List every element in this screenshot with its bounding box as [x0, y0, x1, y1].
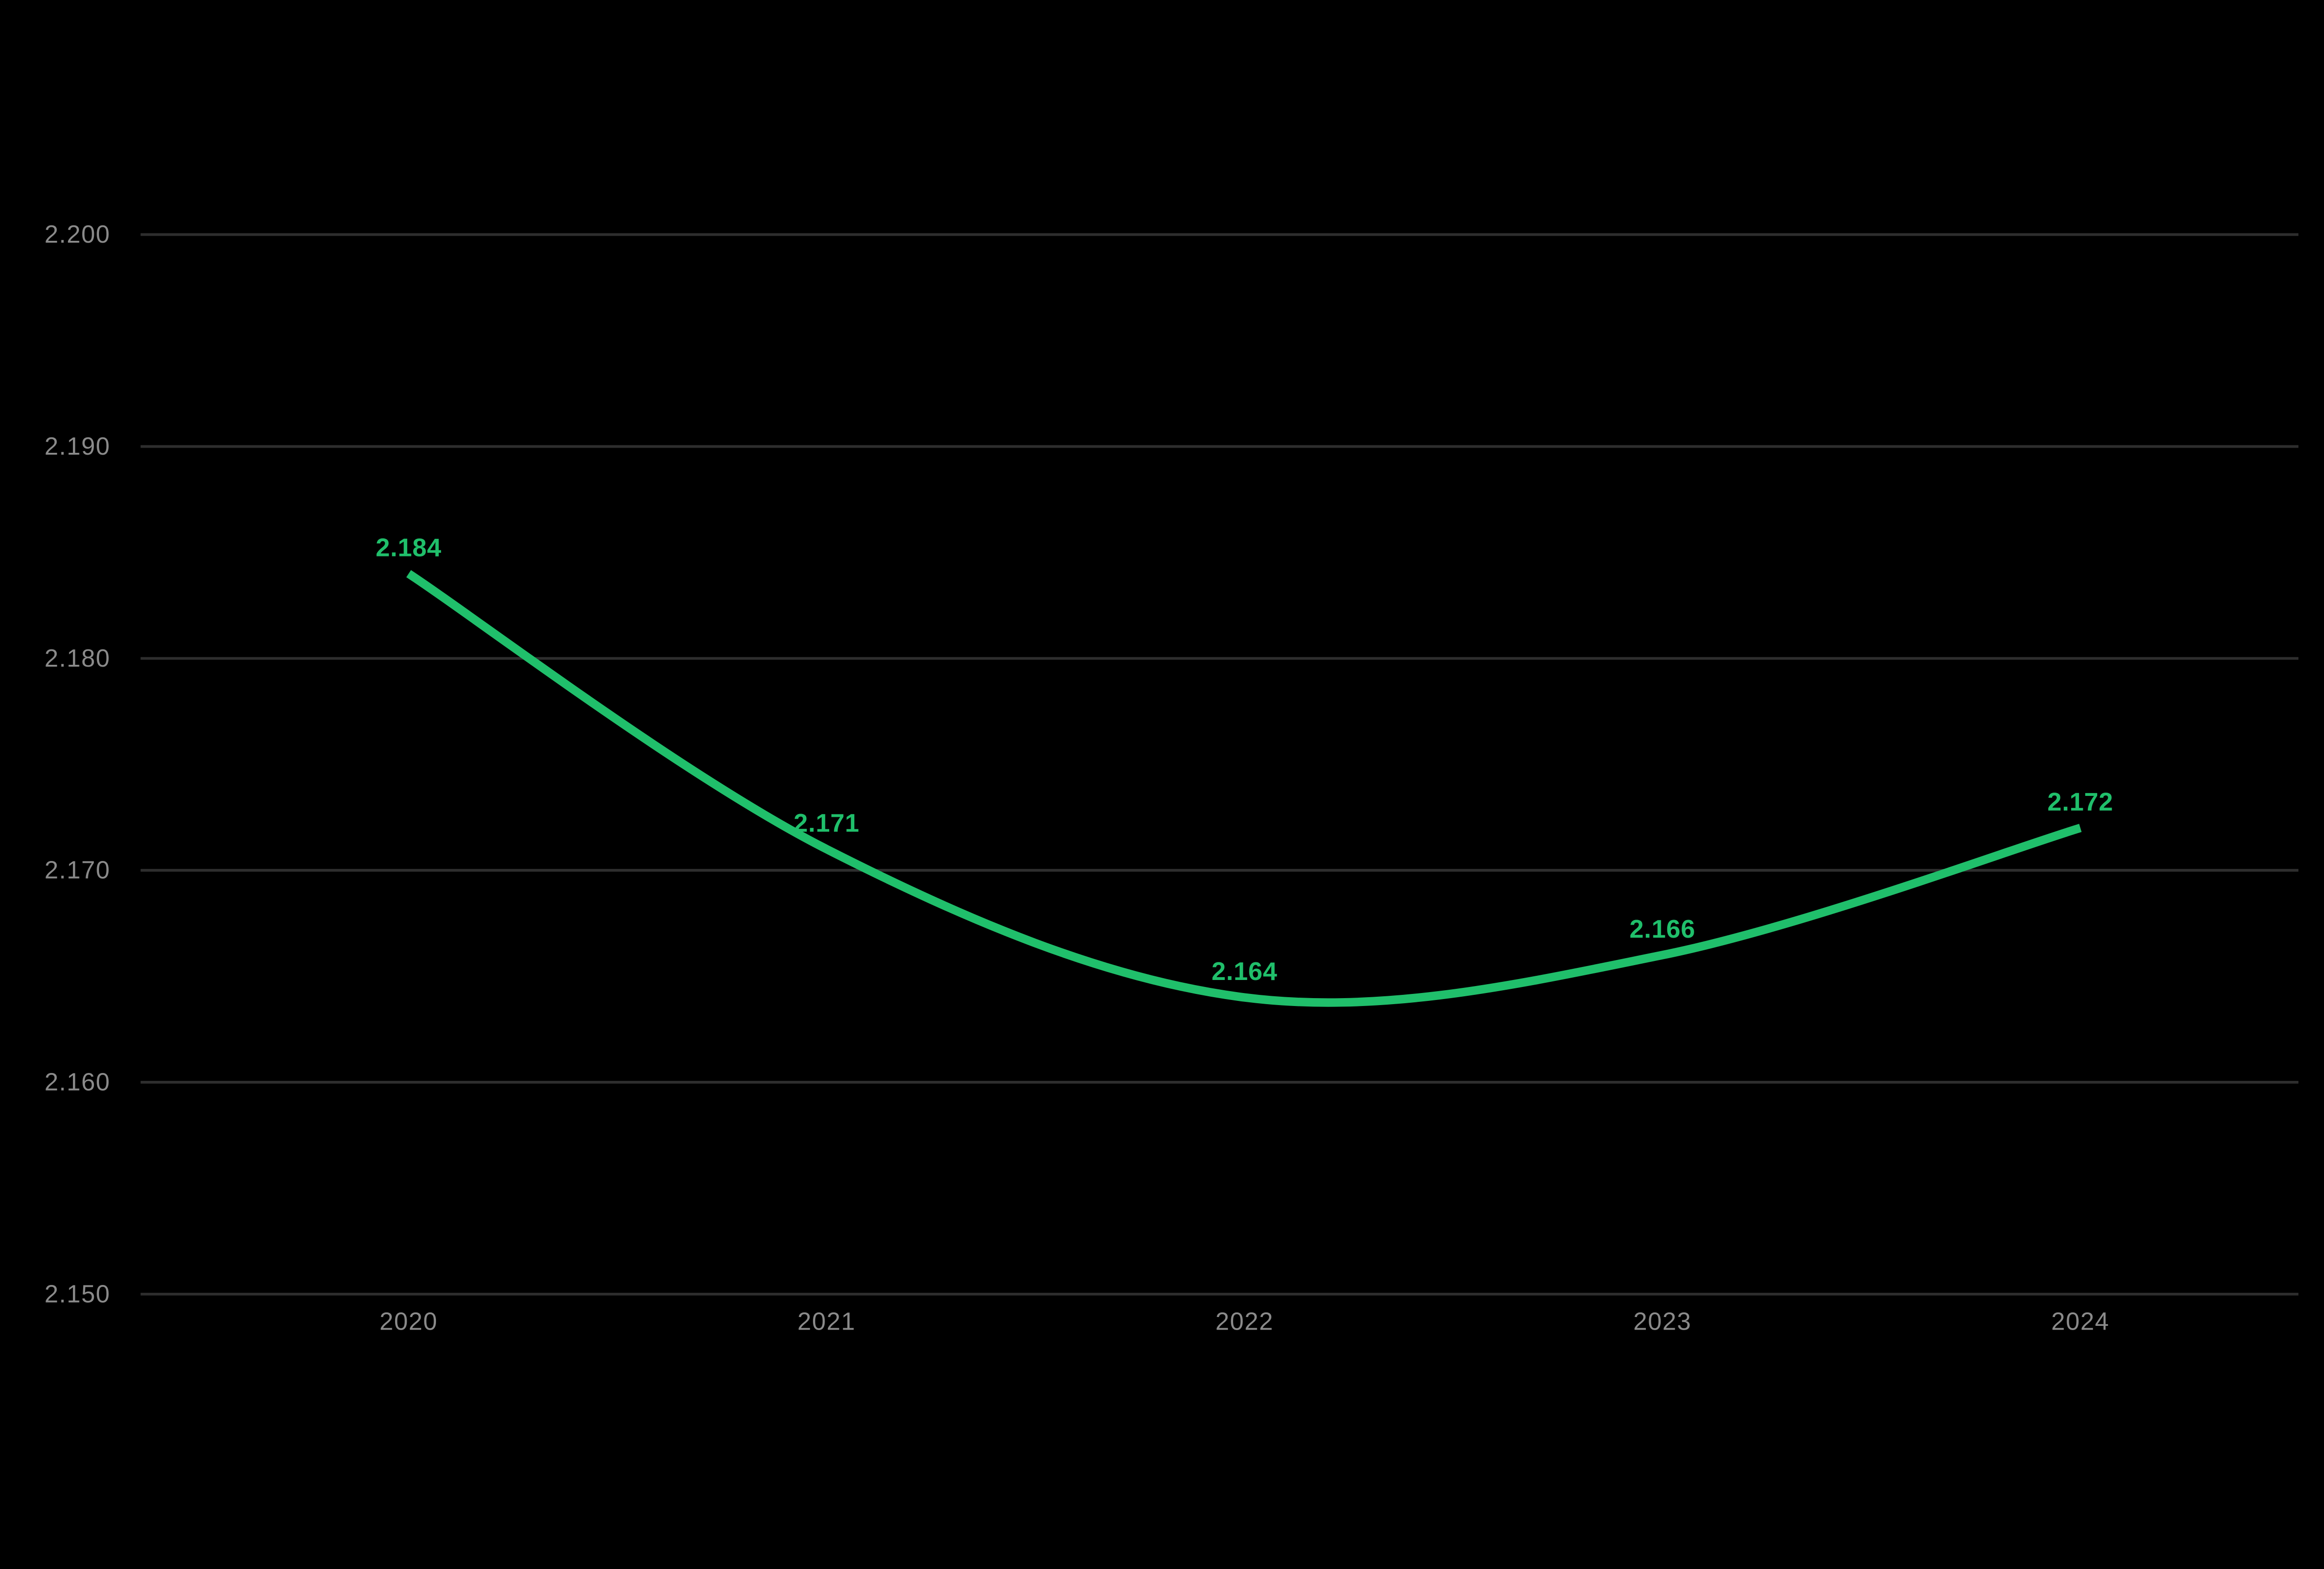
- x-axis-tick-label: 2024: [2051, 1308, 2109, 1335]
- y-axis-tick-label: 2.180: [45, 645, 111, 672]
- data-labels: 2.184 2.171 2.164 2.166 2.172: [376, 533, 2113, 986]
- data-label: 2.164: [1212, 957, 1278, 986]
- data-label: 2.172: [2047, 787, 2113, 816]
- y-axis-tick-label: 2.190: [45, 433, 111, 460]
- y-axis-tick-label: 2.150: [45, 1280, 111, 1308]
- x-axis-tick-label: 2021: [798, 1308, 856, 1335]
- x-axis-tick-label: 2020: [380, 1308, 438, 1335]
- y-axis-tick-label: 2.200: [45, 221, 111, 248]
- x-axis-tick-labels: 2020 2021 2022 2023 2024: [380, 1308, 2109, 1335]
- series: [406, 570, 2082, 1007]
- x-axis-tick-label: 2022: [1215, 1308, 1274, 1335]
- x-axis-tick-label: 2023: [1633, 1308, 1691, 1335]
- chart-background: [0, 131, 2324, 1438]
- y-axis-tick-labels: 2.200 2.190 2.180 2.170 2.160 2.150: [45, 221, 111, 1308]
- data-label: 2.184: [376, 533, 442, 562]
- gridlines: [140, 233, 2298, 1296]
- series-line: [406, 570, 2082, 1007]
- data-label: 2.166: [1630, 914, 1696, 943]
- y-axis-tick-label: 2.160: [45, 1068, 111, 1096]
- y-axis-tick-label: 2.170: [45, 857, 111, 884]
- data-label: 2.171: [793, 808, 859, 837]
